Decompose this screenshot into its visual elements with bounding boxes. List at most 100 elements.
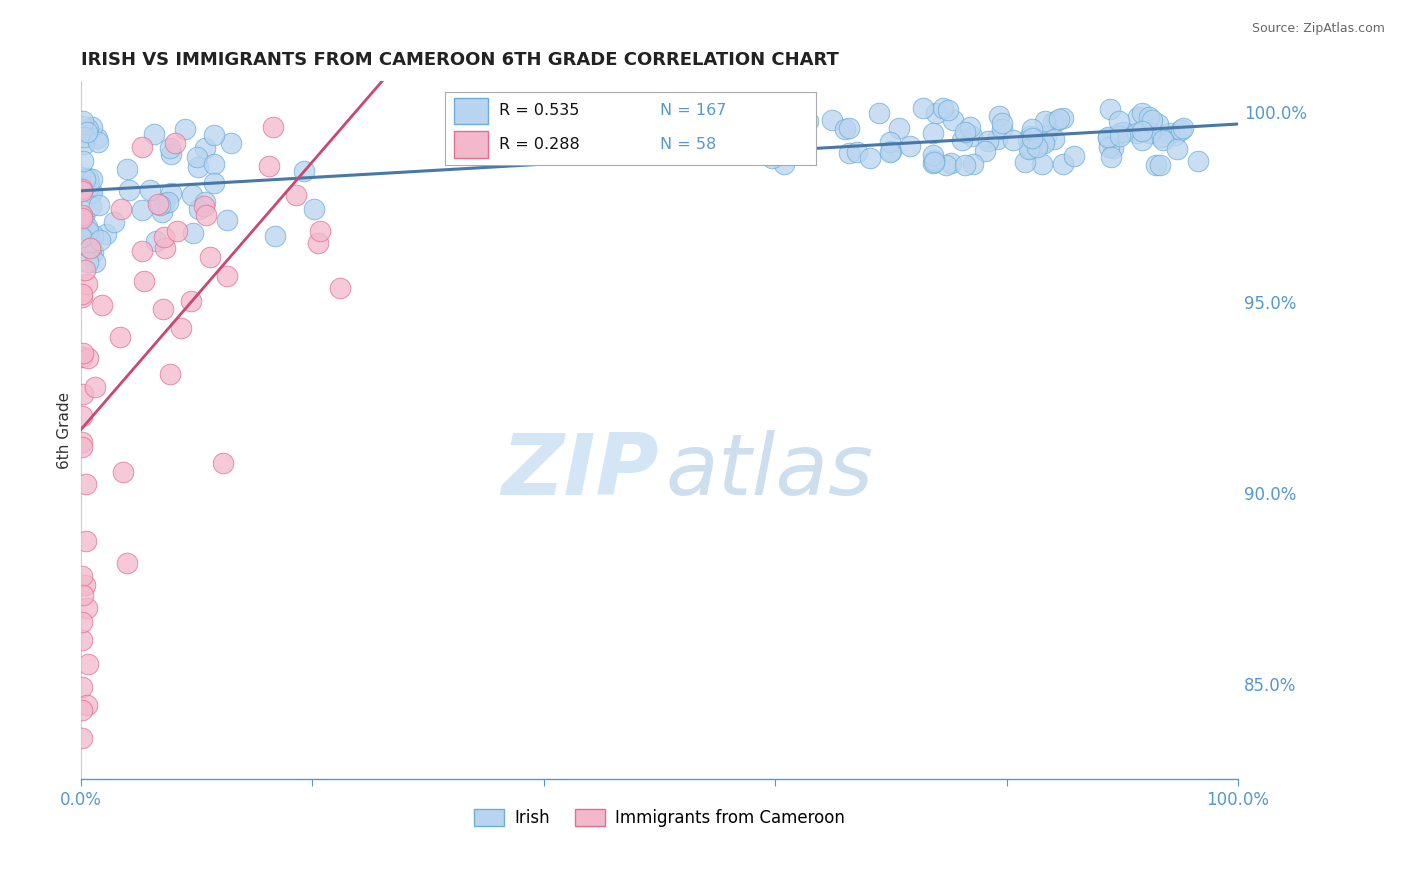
Point bbox=[292, 164, 315, 178]
Point bbox=[215, 213, 238, 227]
Point bbox=[160, 186, 183, 201]
Point bbox=[70, 435, 93, 450]
Point bbox=[912, 101, 935, 115]
Point bbox=[1097, 131, 1119, 145]
Point bbox=[838, 121, 860, 136]
Point bbox=[1187, 154, 1209, 169]
Point bbox=[617, 107, 640, 121]
Point bbox=[868, 106, 890, 120]
Point bbox=[70, 440, 93, 454]
Point bbox=[72, 180, 94, 194]
Point bbox=[941, 156, 963, 170]
Point bbox=[529, 135, 551, 149]
Point bbox=[72, 137, 94, 152]
Point bbox=[1166, 142, 1188, 156]
Point bbox=[1144, 158, 1167, 172]
Point bbox=[766, 103, 789, 117]
Point bbox=[1111, 125, 1133, 139]
Point bbox=[83, 255, 105, 269]
Point bbox=[1018, 142, 1040, 156]
Point bbox=[1108, 113, 1130, 128]
Point bbox=[86, 130, 108, 145]
Point bbox=[880, 144, 903, 158]
Point bbox=[110, 202, 132, 216]
Point bbox=[76, 277, 98, 291]
Point bbox=[166, 224, 188, 238]
Point bbox=[935, 158, 957, 172]
Point bbox=[756, 132, 779, 146]
Point bbox=[131, 244, 153, 259]
Point bbox=[96, 227, 118, 242]
Point bbox=[1035, 128, 1057, 143]
Point bbox=[131, 202, 153, 217]
Point bbox=[72, 184, 94, 198]
Point bbox=[1152, 133, 1174, 147]
Y-axis label: 6th Grade: 6th Grade bbox=[58, 392, 72, 468]
Point bbox=[153, 195, 176, 210]
Point bbox=[70, 209, 93, 223]
Point bbox=[329, 281, 352, 295]
Point bbox=[70, 230, 93, 244]
Point bbox=[110, 329, 132, 343]
Point bbox=[257, 159, 280, 173]
Point bbox=[77, 121, 100, 136]
Point bbox=[153, 230, 176, 244]
Point bbox=[859, 151, 882, 165]
Point bbox=[953, 157, 976, 171]
Point bbox=[950, 133, 973, 147]
Point bbox=[142, 127, 165, 141]
Point bbox=[76, 171, 98, 186]
Point bbox=[1019, 129, 1042, 144]
Point bbox=[942, 112, 965, 127]
Point bbox=[70, 569, 93, 583]
Point bbox=[1052, 157, 1074, 171]
Point bbox=[76, 601, 98, 615]
Point bbox=[219, 136, 242, 151]
Point bbox=[1126, 110, 1149, 124]
Point bbox=[1042, 115, 1064, 129]
Point bbox=[756, 104, 779, 119]
Point bbox=[1149, 158, 1171, 172]
Point bbox=[70, 615, 93, 629]
Point bbox=[782, 111, 804, 125]
Point bbox=[845, 145, 868, 159]
Point bbox=[202, 157, 225, 171]
Point bbox=[792, 109, 814, 123]
Point bbox=[262, 120, 284, 134]
Point bbox=[953, 125, 976, 139]
Point bbox=[922, 153, 945, 167]
Point bbox=[793, 143, 815, 157]
Point bbox=[1130, 132, 1153, 146]
Point bbox=[1139, 126, 1161, 140]
Point bbox=[834, 122, 856, 136]
Point bbox=[70, 632, 93, 647]
Point bbox=[70, 680, 93, 694]
Point bbox=[188, 202, 211, 216]
Point bbox=[211, 456, 233, 470]
Point bbox=[159, 141, 181, 155]
Point bbox=[70, 229, 93, 244]
Point bbox=[82, 245, 104, 260]
Point bbox=[709, 145, 731, 159]
Point bbox=[72, 210, 94, 224]
Point bbox=[1032, 135, 1054, 149]
Point bbox=[1032, 136, 1054, 150]
Point bbox=[80, 186, 103, 200]
Text: atlas: atlas bbox=[665, 431, 873, 514]
Point bbox=[181, 226, 204, 240]
Point bbox=[1097, 130, 1119, 145]
Point bbox=[887, 121, 910, 136]
Point bbox=[734, 127, 756, 141]
Point bbox=[159, 367, 181, 381]
Point bbox=[146, 197, 169, 211]
Point bbox=[111, 465, 134, 479]
Point bbox=[1099, 150, 1122, 164]
Point bbox=[73, 171, 96, 186]
Point bbox=[217, 269, 239, 284]
Point bbox=[80, 172, 103, 186]
Point bbox=[86, 135, 108, 149]
Point bbox=[75, 263, 97, 277]
Point bbox=[974, 144, 997, 158]
Point bbox=[1170, 123, 1192, 137]
Point bbox=[72, 119, 94, 133]
